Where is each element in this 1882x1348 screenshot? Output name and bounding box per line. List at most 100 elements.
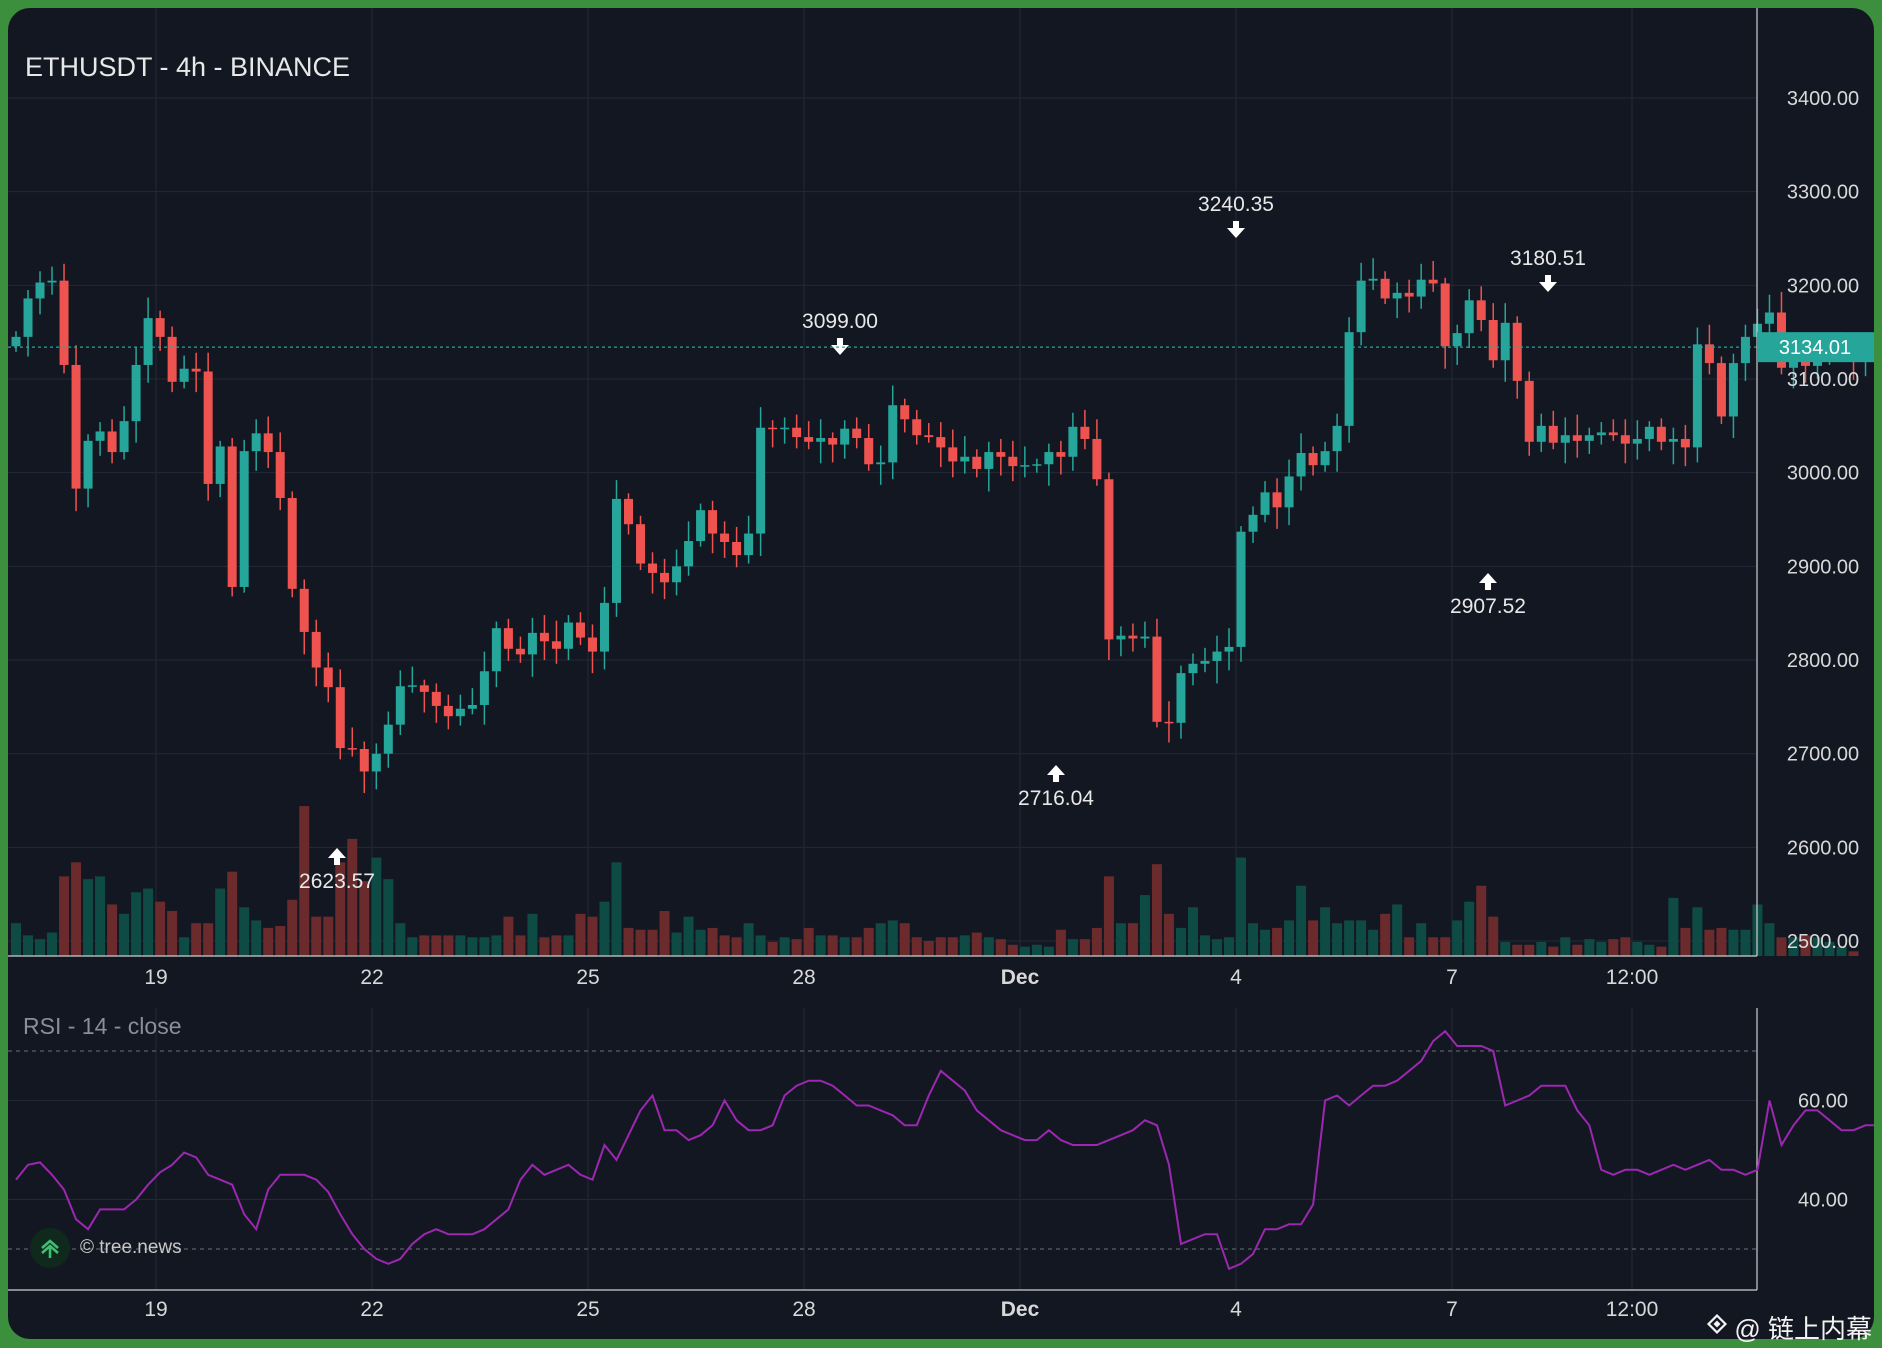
volume-bar (599, 901, 610, 956)
volume-bar (1848, 951, 1859, 956)
candle-body (419, 685, 429, 692)
candle-body (1656, 426, 1666, 442)
volume-bar (1091, 927, 1102, 956)
candle-body (924, 435, 934, 438)
volume-bar (1812, 937, 1823, 956)
volume-bar (707, 927, 718, 956)
rsi-tick-label: 40.00 (1798, 1190, 1848, 1212)
arrow-up-icon (328, 848, 346, 865)
volume-bar (959, 935, 970, 956)
volume-bar (347, 838, 358, 956)
volume-bar (131, 892, 142, 956)
volume-bar (1055, 929, 1066, 956)
annotation-label: 2623.57 (299, 870, 375, 893)
candle-body (443, 705, 453, 717)
volume-bar (743, 923, 754, 956)
candle-body (395, 686, 405, 725)
candle-body (23, 298, 33, 337)
volume-bar (863, 927, 874, 956)
volume-bar (395, 923, 406, 956)
volume-bar (839, 937, 850, 956)
annotation-label: 3099.00 (802, 310, 878, 333)
candle-body (1764, 312, 1774, 324)
volume-bar (1788, 937, 1799, 956)
chart-canvas[interactable]: 2623.57 3099.00 2716.04 3240.35 2907.52 3180.… (8, 8, 1874, 1339)
candle-body (1440, 283, 1450, 347)
candle-body (1512, 322, 1522, 381)
volume-bar (299, 806, 310, 956)
candle-body (1536, 425, 1546, 442)
volume-bar (275, 926, 286, 956)
candle-body (1008, 456, 1018, 467)
volume-bar (1776, 937, 1787, 956)
candle-body (467, 704, 477, 709)
volume-bar (1536, 941, 1547, 956)
candle-body (191, 368, 201, 372)
candle-body (912, 419, 922, 436)
candle-body (71, 364, 81, 489)
volume-bar (1320, 907, 1331, 956)
volume-bar (1800, 935, 1811, 956)
candle-body (1380, 278, 1390, 299)
rsi-time-tick-label: 22 (360, 1298, 383, 1321)
candle-body (1212, 651, 1222, 661)
candle-body (1404, 292, 1414, 297)
corner-brand: @ 链上内幕 (1704, 1309, 1872, 1346)
candle-body (251, 433, 261, 452)
volume-bar (1656, 946, 1667, 956)
last-price-label: 3134.01 (1779, 337, 1851, 359)
candle-body (840, 428, 850, 445)
volume-bar (1127, 923, 1138, 956)
candle-body (59, 280, 69, 365)
price-tick-label: 2800.00 (1787, 650, 1859, 672)
candle-body (131, 364, 141, 422)
volume-bar (1608, 939, 1619, 956)
volume-bar (923, 941, 934, 956)
arrow-down-icon (831, 338, 849, 355)
volume-bar (1139, 895, 1150, 956)
volume-bar (1260, 929, 1271, 956)
candle-body (1548, 425, 1558, 443)
rsi-time-tick-label: 12:00 (1606, 1298, 1659, 1321)
volume-bar (755, 935, 766, 956)
time-tick-label: 25 (576, 966, 599, 989)
volume-bar (23, 935, 34, 956)
time-tick-label: 19 (144, 966, 167, 989)
volume-bar (683, 916, 694, 956)
candle-body (551, 641, 561, 649)
time-tick-label: 12:00 (1606, 966, 1659, 989)
volume-bar (1308, 920, 1319, 956)
volume-bar (407, 937, 418, 956)
rsi-time-tick-label: 19 (144, 1298, 167, 1321)
candle-body (1056, 452, 1066, 457)
watermark-text: © tree.news (80, 1237, 182, 1258)
candle-body (900, 405, 910, 420)
volume-bar (1332, 923, 1343, 956)
volume-bar (1824, 941, 1835, 956)
candle-body (527, 632, 537, 655)
candle-body (864, 438, 874, 465)
volume-bar (1115, 923, 1126, 956)
volume-bar (1296, 885, 1307, 956)
candle-body (335, 687, 345, 749)
volume-bar (1428, 937, 1439, 956)
volume-bar (167, 911, 178, 956)
volume-bar (1043, 946, 1054, 956)
rsi-time-tick-label: 28 (792, 1298, 815, 1321)
candle-body (95, 431, 105, 441)
price-tick-label: 2900.00 (1787, 556, 1859, 578)
price-tick-label: 2600.00 (1787, 837, 1859, 859)
candle-body (1668, 438, 1678, 442)
volume-bar (143, 888, 154, 956)
volume-bar (1272, 927, 1283, 956)
candle-body (47, 280, 57, 283)
candle-body (1068, 426, 1078, 457)
candle-body (1464, 300, 1474, 334)
candle-body (599, 602, 609, 652)
volume-bar (179, 937, 190, 956)
volume-bar (1500, 941, 1511, 956)
candle-body (83, 440, 93, 489)
volume-bar (239, 907, 250, 956)
candle-body (1140, 636, 1150, 639)
volume-bar (1151, 864, 1162, 956)
